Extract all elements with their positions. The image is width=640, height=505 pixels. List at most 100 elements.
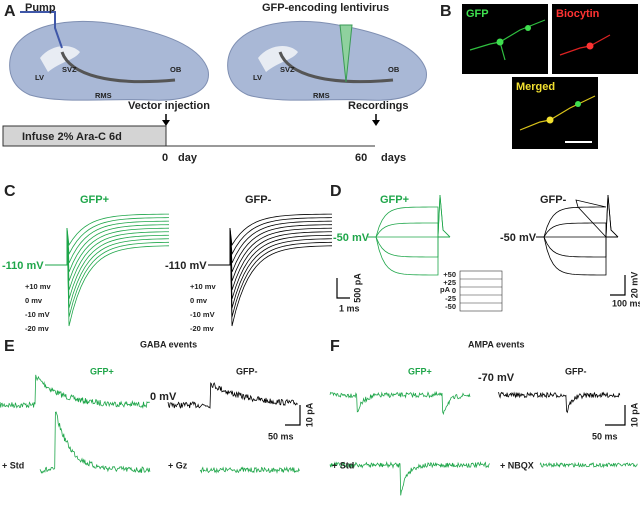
voltage-trace — [536, 194, 619, 258]
current-trace — [45, 227, 170, 327]
label: RMS — [313, 91, 330, 100]
label: 20 mV — [629, 272, 639, 299]
label: pA — [440, 285, 451, 294]
label: GFP+ — [408, 366, 432, 376]
label: OB — [388, 65, 400, 74]
label: GFP+ — [380, 194, 409, 206]
label: GFP-encoding lentivirus — [262, 2, 389, 14]
current-trace — [45, 227, 170, 291]
event-trace — [329, 461, 490, 496]
label: RMS — [95, 91, 112, 100]
current-trace — [208, 227, 333, 282]
label: Biocytin — [556, 8, 600, 20]
current-trace — [45, 224, 170, 273]
label: -20 mv — [25, 324, 50, 333]
current-trace — [45, 213, 170, 266]
label: GABA events — [140, 339, 197, 349]
traces — [0, 194, 638, 496]
label: +50 — [443, 270, 456, 279]
current-trace — [208, 213, 333, 266]
label: Merged — [516, 81, 555, 93]
label: SVZ — [62, 65, 77, 74]
label: GFP+ — [90, 366, 114, 376]
current-trace — [45, 217, 170, 266]
label: LV — [35, 73, 44, 82]
label: 100 ms — [612, 298, 640, 308]
label: AMPA events — [468, 339, 525, 349]
label: 10 pA — [304, 402, 314, 427]
panel-label: A — [4, 3, 16, 20]
panel-label: B — [440, 3, 452, 20]
event-trace — [539, 461, 638, 469]
event-trace — [329, 390, 471, 416]
label: 0 mV — [150, 391, 177, 403]
event-trace — [167, 382, 298, 409]
label: day — [178, 152, 198, 164]
event-trace — [0, 374, 150, 409]
label: Infuse 2% Ara-C 6d — [22, 131, 122, 143]
label: GFP — [466, 8, 489, 20]
current-trace — [45, 227, 170, 318]
voltage-trace — [368, 194, 451, 276]
label: 0 — [452, 286, 456, 295]
label: 10 pA — [629, 402, 639, 427]
current-trace — [208, 227, 333, 318]
label: -20 mv — [190, 324, 215, 333]
label: +25 — [443, 278, 456, 287]
timeline — [2, 114, 380, 147]
panel-label: F — [330, 338, 340, 355]
label: SVZ — [280, 65, 295, 74]
label: -50 mV — [333, 232, 370, 244]
panel-label: D — [330, 183, 342, 200]
label: -110 mV — [2, 260, 44, 272]
label: 50 ms — [592, 431, 618, 441]
label: GFP- — [236, 366, 258, 376]
label: +10 mv — [25, 282, 51, 291]
micrographs — [462, 4, 638, 149]
event-trace — [497, 391, 621, 414]
label: + Gz — [168, 460, 188, 470]
label: Vector injection — [128, 100, 210, 112]
event-trace — [39, 411, 151, 474]
label: -10 mV — [190, 310, 215, 319]
label: GFP+ — [80, 194, 109, 206]
label: 0 mv — [25, 296, 43, 305]
voltage-trace — [368, 222, 450, 238]
brain-right — [227, 20, 427, 101]
current-trace — [45, 227, 170, 309]
label: Pump — [25, 2, 56, 14]
label: GFP- — [245, 194, 272, 206]
voltage-trace — [536, 199, 618, 238]
event-trace — [199, 466, 300, 474]
voltage-trace — [536, 194, 619, 276]
current-trace — [208, 227, 333, 300]
label: GFP- — [565, 366, 587, 376]
scale-bars — [285, 275, 626, 426]
label: 60 — [355, 152, 367, 164]
current-trace — [208, 227, 333, 291]
label: + Std — [332, 460, 354, 470]
label: Recordings — [348, 100, 409, 112]
current-trace — [208, 227, 333, 309]
label: LV — [253, 73, 262, 82]
label: + Std — [2, 460, 24, 470]
voltage-trace — [368, 206, 450, 238]
current-trace — [208, 220, 333, 266]
label: +10 mv — [190, 282, 216, 291]
label: -25 — [445, 294, 456, 303]
label: OB — [170, 65, 182, 74]
voltage-trace — [536, 222, 618, 238]
panel-label: E — [4, 338, 15, 355]
current-trace — [208, 227, 333, 327]
label: -70 mV — [478, 372, 515, 384]
step-protocol — [459, 270, 503, 312]
voltage-trace — [368, 194, 451, 258]
label: -110 mV — [165, 260, 207, 272]
label: -50 mV — [500, 232, 537, 244]
brain-left — [9, 11, 209, 101]
label: 0 mv — [190, 296, 208, 305]
current-trace — [45, 220, 170, 266]
label: GFP- — [540, 194, 567, 206]
label: + NBQX — [500, 460, 534, 470]
